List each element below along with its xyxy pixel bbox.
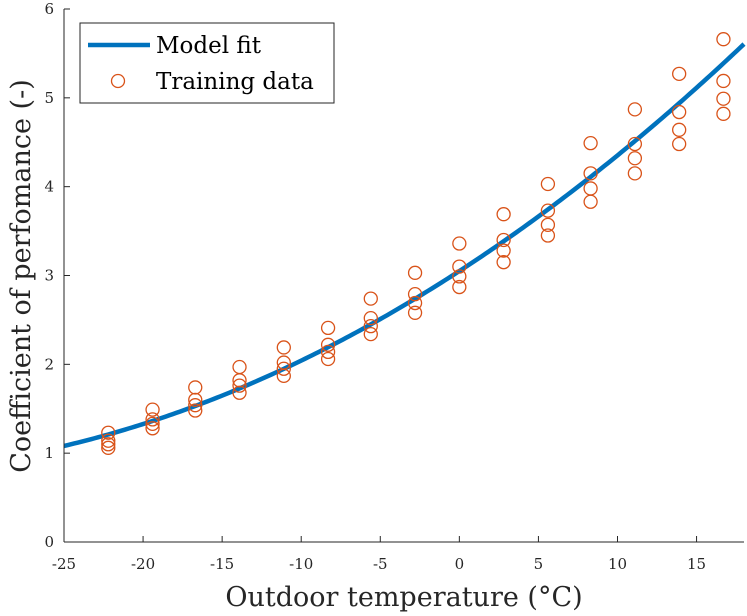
y-tick-label: 3 <box>44 267 54 285</box>
training-data-point <box>496 243 511 258</box>
model-fit-line <box>63 42 746 449</box>
training-data-point <box>452 259 467 274</box>
x-tick-label: -10 <box>289 555 313 573</box>
y-tick-label: 1 <box>44 444 54 462</box>
training-data-point <box>407 305 423 320</box>
x-tick-label: 0 <box>455 555 465 573</box>
training-data-point <box>452 269 467 284</box>
training-data-point <box>101 440 116 455</box>
training-data-point <box>672 104 687 120</box>
legend-box <box>79 22 335 104</box>
training-data-point <box>540 217 556 233</box>
x-tick-label: 5 <box>534 555 544 573</box>
training-data-point <box>145 416 160 432</box>
training-data-point <box>452 236 467 251</box>
legend-label-model-fit: Model fit <box>156 33 262 59</box>
training-data-point <box>716 73 731 89</box>
training-data-point <box>320 320 336 336</box>
training-data-point <box>145 402 160 417</box>
training-data-point <box>540 228 556 243</box>
training-data-point <box>407 287 423 302</box>
y-axis-title: Coefficient of perfomance (-) <box>6 79 37 472</box>
y-axis-ticks: 0 1 2 3 4 5 6 <box>44 0 70 551</box>
legend: Model fit Training data <box>79 22 335 104</box>
training-data-point <box>363 291 378 306</box>
training-data-point <box>716 32 731 47</box>
legend-label-training-data: Training data <box>156 69 314 95</box>
training-data-point <box>672 66 687 81</box>
training-data-point <box>363 326 378 342</box>
y-tick-label: 4 <box>44 178 54 196</box>
training-data-point <box>716 91 731 106</box>
x-tick-label: 10 <box>608 555 627 573</box>
training-data-point <box>672 122 687 137</box>
training-data-point <box>363 318 378 334</box>
y-tick-label: 5 <box>44 89 54 107</box>
training-data-point <box>232 378 247 393</box>
y-tick-label: 6 <box>44 0 54 18</box>
training-data-point <box>540 203 556 218</box>
training-data-point <box>363 310 378 326</box>
x-tick-label: -15 <box>210 555 234 573</box>
training-data-point <box>188 403 203 418</box>
training-data-point <box>716 106 731 121</box>
training-data-point <box>188 398 203 413</box>
training-data-point <box>232 385 247 400</box>
training-data-point <box>320 351 336 367</box>
training-data-point <box>276 361 291 376</box>
training-data-point <box>496 207 511 222</box>
training-data-point <box>583 135 598 151</box>
legend-swatch-training-data <box>110 73 126 89</box>
y-tick-label: 2 <box>44 355 54 373</box>
training-data-point <box>407 265 423 280</box>
x-axis-ticks: -25 -20 -15 -10 -5 0 5 10 15 <box>52 536 706 573</box>
training-data-point <box>276 340 291 355</box>
training-data-point <box>101 437 116 452</box>
training-data-point <box>627 102 643 117</box>
training-data-point <box>627 136 643 152</box>
training-data-point <box>407 295 423 311</box>
training-data-point <box>496 232 511 248</box>
training-data-point <box>540 176 556 192</box>
x-tick-label: -25 <box>52 555 76 573</box>
training-data-point <box>145 421 160 436</box>
training-data-point <box>583 194 598 209</box>
training-data-layer <box>101 32 731 455</box>
x-tick-label: -20 <box>131 555 155 573</box>
x-tick-label: 15 <box>687 555 706 573</box>
model-fit-layer <box>63 42 746 449</box>
training-data-point <box>452 279 467 295</box>
training-data-point <box>672 136 687 152</box>
training-data-point <box>627 151 643 166</box>
training-data-point <box>320 344 336 360</box>
training-data-point <box>276 368 291 384</box>
training-data-point <box>101 433 116 448</box>
training-data-point <box>496 255 511 270</box>
training-data-point <box>627 166 643 181</box>
x-axis-title: Outdoor temperature (°C) <box>225 582 582 613</box>
training-data-point <box>145 412 160 427</box>
x-tick-label: -5 <box>373 555 388 573</box>
training-data-point <box>188 392 203 408</box>
y-tick-label: 0 <box>44 533 54 551</box>
training-data-point <box>583 166 598 181</box>
training-data-point <box>320 337 336 352</box>
training-data-point <box>101 425 116 440</box>
